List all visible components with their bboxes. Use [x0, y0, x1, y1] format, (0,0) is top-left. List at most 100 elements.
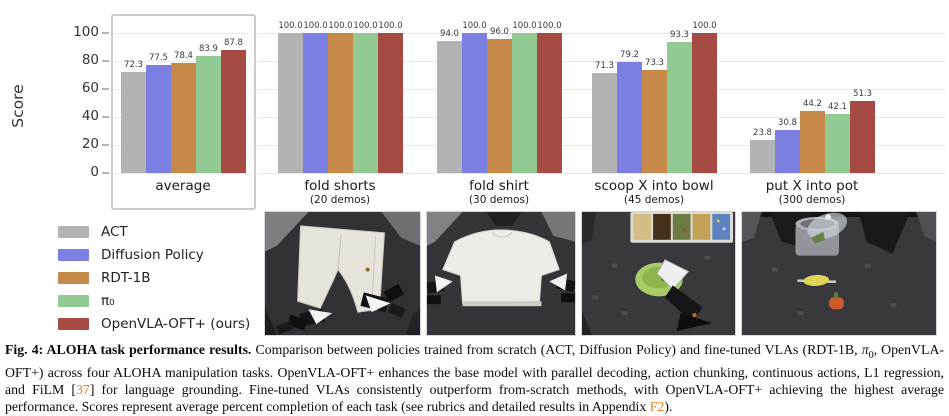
bar-value-label: 23.8 — [753, 127, 772, 138]
figure-caption: Fig. 4: ALOHA task performance results. … — [5, 341, 944, 415]
bar-value-label: 100.0 — [462, 21, 487, 31]
bar-value-label: 30.8 — [778, 117, 797, 128]
y-tick-label: 0 — [90, 164, 99, 180]
pi-subscript: 0 — [868, 349, 874, 361]
y-tick-label: 20 — [81, 136, 99, 152]
score-bar: 100.0 — [278, 21, 303, 173]
legend-label: OpenVLA-OFT+ (ours) — [101, 315, 251, 332]
legend-swatch — [58, 271, 89, 284]
citation-37-link[interactable]: 37 — [76, 381, 90, 397]
legend-item: OpenVLA-OFT+ (ours) — [58, 312, 250, 335]
gridline — [114, 173, 250, 174]
score-bar: 23.8 — [750, 128, 775, 173]
y-axis-label: Score — [9, 84, 27, 128]
bar-value-label: 100.0 — [353, 21, 378, 31]
score-bar: 51.3 — [850, 89, 875, 173]
bar-value-label: 77.5 — [149, 52, 168, 63]
legend-swatch — [58, 317, 89, 330]
bar-value-label: 94.0 — [440, 29, 459, 40]
score-bar: 44.2 — [800, 99, 825, 173]
bar-value-label: 100.0 — [278, 21, 303, 31]
left-gripper — [427, 275, 453, 305]
legend: ACT Diffusion Policy RDT-1B π₀ OpenVLA-OFT+ … — [58, 220, 250, 335]
score-bar: 96.0 — [487, 27, 512, 173]
y-tick-mark — [102, 88, 109, 90]
score-bar: 78.4 — [171, 51, 196, 173]
score-bar: 100.0 — [328, 21, 353, 173]
bar-group-fold-shorts: 100.0 100.0 100.0 100.0 100.0 — [278, 21, 403, 173]
score-bar: 83.9 — [196, 44, 221, 173]
gridline — [258, 33, 945, 34]
photo-scoop-into-bowl — [581, 211, 736, 336]
bar-value-label: 72.3 — [124, 59, 143, 70]
gridline — [258, 173, 945, 174]
group-demos-fold-shorts: (20 demos) — [309, 194, 371, 206]
bar-value-label: 87.8 — [224, 38, 243, 49]
score-bar: 42.1 — [825, 102, 850, 173]
y-tick-mark — [102, 60, 109, 62]
bar-value-label: 78.4 — [174, 51, 193, 62]
score-bar: 100.0 — [353, 21, 378, 173]
caption-text: , OpenVLA-OFT+) across four ALOHA manipu… — [5, 342, 945, 397]
photo-put-into-pot — [741, 211, 937, 336]
gridline — [258, 61, 945, 62]
legend-swatch — [58, 225, 89, 238]
legend-item: Diffusion Policy — [58, 243, 250, 266]
group-label-scoop: scoop X into bowl — [594, 178, 714, 194]
score-bar: 71.3 — [592, 61, 617, 173]
bar-group-scoop-X-into-bowl: 71.3 79.2 73.3 93.3 100.0 — [592, 21, 717, 173]
caption-text: ). — [664, 398, 673, 414]
bar-value-label: 100.0 — [303, 21, 328, 31]
group-label-put-pot: put X into pot — [765, 178, 859, 194]
group-label-average: average — [155, 178, 211, 194]
citation-f2-link[interactable]: F2 — [649, 398, 665, 414]
pi-symbol: π — [861, 342, 869, 357]
group-demos-fold-shirt: (30 demos) — [468, 194, 530, 206]
photo-fold-shirt — [426, 211, 576, 336]
bar-value-label: 100.0 — [692, 21, 717, 31]
legend-item: RDT-1B — [58, 266, 250, 289]
bar-value-label: 79.2 — [620, 50, 639, 61]
score-bar: 100.0 — [537, 21, 562, 173]
caption-text: Comparison between policies trained from… — [251, 342, 862, 357]
pepper-object — [829, 292, 844, 310]
bar-value-label: 100.0 — [378, 21, 403, 31]
group-demos-put-pot: (300 demos) — [778, 194, 846, 206]
group-label-fold-shirt: fold shirt — [469, 178, 529, 194]
score-bar: 72.3 — [121, 60, 146, 173]
y-tick-mark — [102, 144, 109, 146]
y-tick-mark — [102, 116, 109, 118]
bar-value-label: 100.0 — [537, 21, 562, 31]
score-bar: 100.0 — [303, 21, 328, 173]
y-tick-mark — [102, 172, 109, 174]
score-bar: 79.2 — [617, 50, 642, 173]
photo-fold-shorts — [264, 211, 421, 336]
score-bar: 73.3 — [642, 58, 667, 173]
score-bar: 93.3 — [667, 30, 692, 173]
legend-item: ACT — [58, 220, 250, 243]
legend-label: ACT — [101, 223, 128, 240]
bar-value-label: 100.0 — [328, 21, 353, 31]
bar-value-label: 71.3 — [595, 61, 614, 72]
score-bar: 100.0 — [512, 21, 537, 173]
bar-value-label: 93.3 — [670, 30, 689, 41]
corn-object — [797, 274, 837, 286]
score-bar: 94.0 — [437, 29, 462, 173]
legend-label: RDT-1B — [101, 269, 151, 286]
y-tick-mark — [102, 32, 109, 34]
y-tick-label: 80 — [81, 52, 99, 68]
scooping-gripper — [656, 259, 713, 332]
caption-text: ] for language grounding. Fine-tuned VLA… — [5, 381, 944, 414]
y-tick-label: 40 — [81, 108, 99, 124]
left-gripper — [275, 308, 333, 335]
right-gripper — [360, 283, 406, 318]
score-bar: 30.8 — [775, 118, 800, 173]
score-bar: 100.0 — [378, 21, 403, 173]
right-gripper — [549, 273, 575, 303]
gridline — [114, 33, 250, 34]
score-bar: 87.8 — [221, 38, 246, 173]
caption-figure-label: Fig. 4: ALOHA task performance results. — [5, 342, 252, 357]
bar-value-label: 100.0 — [512, 21, 537, 31]
legend-label: Diffusion Policy — [101, 246, 204, 263]
